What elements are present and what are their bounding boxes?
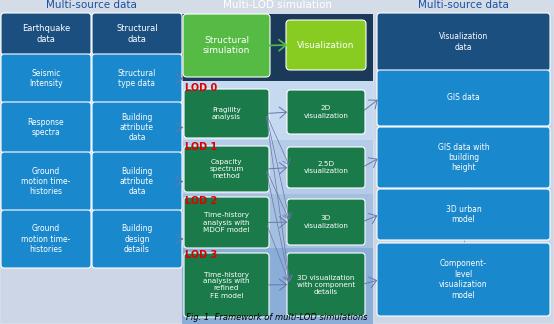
- Text: Building
attribute
data: Building attribute data: [120, 167, 154, 196]
- Text: Time-history
analysis with
MDOF model: Time-history analysis with MDOF model: [203, 213, 250, 233]
- Text: Structural
type data: Structural type data: [118, 69, 156, 88]
- Text: Building
attribute
data: Building attribute data: [120, 113, 154, 143]
- FancyBboxPatch shape: [1, 102, 91, 153]
- Text: Ground
motion time-
histories: Ground motion time- histories: [21, 224, 71, 254]
- Text: Fig. 1  Framework of multi-LOD simulations: Fig. 1 Framework of multi-LOD simulation…: [186, 313, 368, 322]
- Text: Building
design
details: Building design details: [121, 224, 153, 254]
- FancyBboxPatch shape: [182, 14, 373, 81]
- FancyBboxPatch shape: [374, 14, 553, 323]
- FancyBboxPatch shape: [184, 89, 269, 138]
- FancyBboxPatch shape: [182, 248, 373, 324]
- Text: LOD 1: LOD 1: [185, 142, 217, 152]
- FancyBboxPatch shape: [182, 194, 373, 248]
- Text: Ground
motion time-
histories: Ground motion time- histories: [21, 167, 71, 196]
- Text: GIS data: GIS data: [447, 94, 480, 102]
- FancyBboxPatch shape: [1, 54, 91, 103]
- Text: 2.5D
visualization: 2.5D visualization: [304, 161, 348, 174]
- FancyBboxPatch shape: [287, 253, 365, 316]
- FancyBboxPatch shape: [183, 14, 270, 77]
- FancyBboxPatch shape: [92, 210, 182, 268]
- FancyBboxPatch shape: [182, 81, 373, 140]
- FancyBboxPatch shape: [377, 70, 550, 126]
- Text: 3D visualization
with component
details: 3D visualization with component details: [297, 274, 355, 295]
- FancyBboxPatch shape: [377, 189, 550, 240]
- Text: Earthquake
data: Earthquake data: [22, 24, 70, 44]
- FancyBboxPatch shape: [182, 140, 373, 194]
- Text: LOD 3: LOD 3: [185, 250, 217, 260]
- FancyBboxPatch shape: [287, 147, 365, 188]
- FancyBboxPatch shape: [92, 13, 182, 55]
- Text: Time-history
analysis with
refined
FE model: Time-history analysis with refined FE mo…: [203, 272, 250, 298]
- FancyBboxPatch shape: [287, 199, 365, 245]
- FancyBboxPatch shape: [184, 197, 269, 248]
- Text: 3D
visualization: 3D visualization: [304, 215, 348, 228]
- FancyBboxPatch shape: [1, 14, 182, 323]
- Text: Seismic
Intensity: Seismic Intensity: [29, 69, 63, 88]
- Text: 2D
visualization: 2D visualization: [304, 106, 348, 119]
- FancyBboxPatch shape: [184, 253, 269, 317]
- FancyBboxPatch shape: [184, 146, 269, 192]
- Text: Response
spectra: Response spectra: [28, 118, 64, 137]
- FancyBboxPatch shape: [92, 152, 182, 211]
- FancyBboxPatch shape: [377, 127, 550, 188]
- FancyBboxPatch shape: [287, 90, 365, 134]
- FancyBboxPatch shape: [286, 20, 366, 70]
- FancyBboxPatch shape: [1, 13, 91, 55]
- Text: Capacity
spectrum
method: Capacity spectrum method: [209, 159, 244, 179]
- Text: Visualization: Visualization: [297, 40, 355, 50]
- Text: LOD 2: LOD 2: [185, 196, 217, 206]
- Text: LOD 0: LOD 0: [185, 83, 217, 93]
- Text: Structural
simulation: Structural simulation: [203, 36, 250, 55]
- Text: Visualization
data: Visualization data: [439, 32, 488, 52]
- FancyBboxPatch shape: [377, 243, 550, 316]
- Text: GIS data with
building
height: GIS data with building height: [438, 143, 489, 172]
- FancyBboxPatch shape: [92, 102, 182, 153]
- Text: Structural
data: Structural data: [116, 24, 158, 44]
- Text: Fragility
analysis: Fragility analysis: [212, 107, 241, 120]
- FancyBboxPatch shape: [377, 13, 550, 71]
- Text: Multi-LOD simulation: Multi-LOD simulation: [223, 0, 332, 10]
- FancyBboxPatch shape: [1, 210, 91, 268]
- Text: 3D urban
model: 3D urban model: [445, 205, 481, 224]
- FancyBboxPatch shape: [1, 152, 91, 211]
- Text: Component-
level
visualization
model: Component- level visualization model: [439, 260, 488, 300]
- FancyBboxPatch shape: [92, 54, 182, 103]
- Text: Multi-source data: Multi-source data: [46, 0, 137, 10]
- Text: Multi-source data: Multi-source data: [418, 0, 509, 10]
